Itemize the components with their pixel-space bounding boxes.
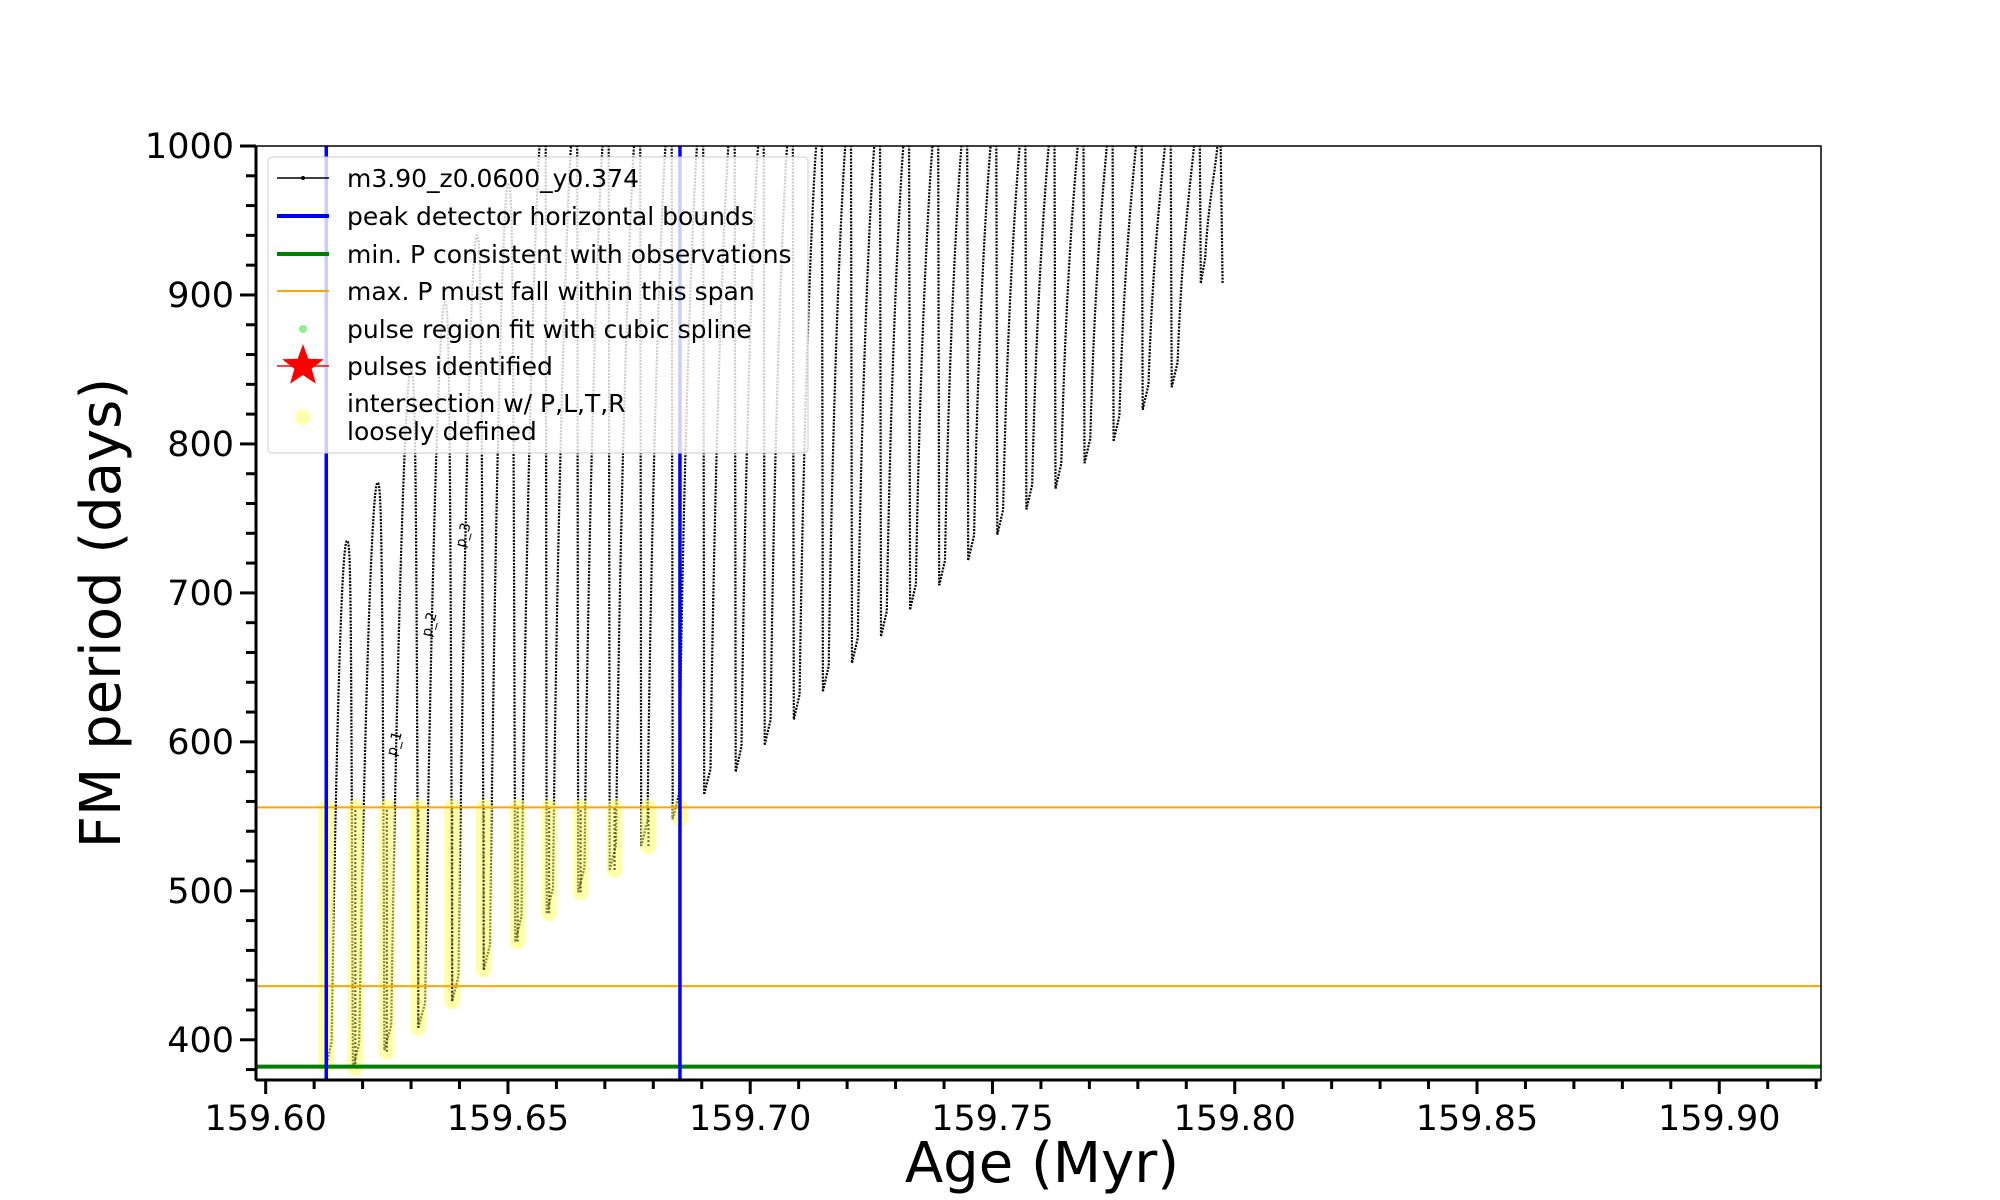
y-tick-label: 600	[167, 723, 234, 763]
x-tick-label: 159.60	[204, 1099, 326, 1139]
series-pulse	[850, 146, 883, 664]
series-pulse	[1170, 146, 1202, 388]
legend-label: max. P must fall within this span	[347, 277, 755, 306]
series-pulse	[879, 146, 912, 637]
legend-swatch-circle	[295, 409, 311, 425]
legend-label: peak detector horizontal bounds	[347, 202, 754, 231]
series-pulse	[1141, 146, 1173, 410]
y-tick-label: 400	[167, 1021, 234, 1061]
legend-box	[267, 156, 809, 454]
series-pulse	[1025, 146, 1057, 510]
y-tick-label: 500	[167, 872, 234, 912]
legend-swatch-dot	[301, 176, 305, 180]
x-tick-label: 159.80	[1173, 1099, 1295, 1139]
legend-swatch-dot	[299, 325, 307, 333]
x-tick-label: 159.85	[1416, 1099, 1538, 1139]
pulse-annotation: p_1	[384, 730, 406, 758]
series-pulse	[351, 481, 386, 1069]
legend-label: pulse region fit with cubic spline	[347, 315, 752, 344]
x-tick-label: 159.90	[1658, 1099, 1780, 1139]
legend-label: intersection w/ P,L,T,R loosely defined	[347, 389, 626, 446]
series-pulse	[1112, 146, 1144, 442]
y-axis-title: FM period (days)	[69, 378, 134, 848]
series-pulse	[821, 146, 854, 692]
series-pulse	[938, 146, 970, 586]
y-tick-label: 900	[167, 276, 234, 316]
series-pulse	[909, 146, 941, 610]
pulse-annotation: p_2	[419, 611, 441, 639]
y-tick-label: 1000	[145, 127, 234, 167]
y-tick-label: 700	[167, 574, 234, 614]
series-pulse	[1199, 146, 1224, 284]
x-axis-title: Age (Myr)	[905, 1131, 1179, 1196]
x-tick-label: 159.70	[689, 1099, 811, 1139]
pulse-annotation: p_3	[453, 521, 475, 549]
legend-label: min. P consistent with observations	[347, 240, 792, 269]
x-tick-label: 159.75	[931, 1099, 1053, 1139]
series-pulse	[1083, 146, 1115, 464]
x-tick-label: 159.65	[447, 1099, 569, 1139]
y-tick-label: 800	[167, 425, 234, 465]
series-pulse	[996, 146, 1028, 536]
legend-label: pulses identified	[347, 352, 553, 381]
legend-swatch-star	[282, 344, 324, 384]
legend-label: m3.90_z0.0600_y0.374	[347, 164, 639, 193]
series-pulse	[383, 368, 420, 1051]
series-pulse	[967, 146, 999, 561]
series-pulse	[1054, 146, 1086, 489]
axes: 159.60 159.65 159.70 159.75 159.80 159.85 159.…	[145, 127, 1822, 1139]
